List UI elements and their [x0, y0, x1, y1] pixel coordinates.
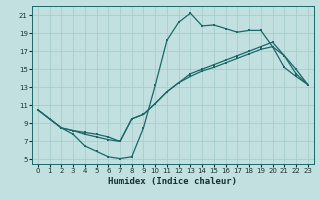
X-axis label: Humidex (Indice chaleur): Humidex (Indice chaleur): [108, 177, 237, 186]
